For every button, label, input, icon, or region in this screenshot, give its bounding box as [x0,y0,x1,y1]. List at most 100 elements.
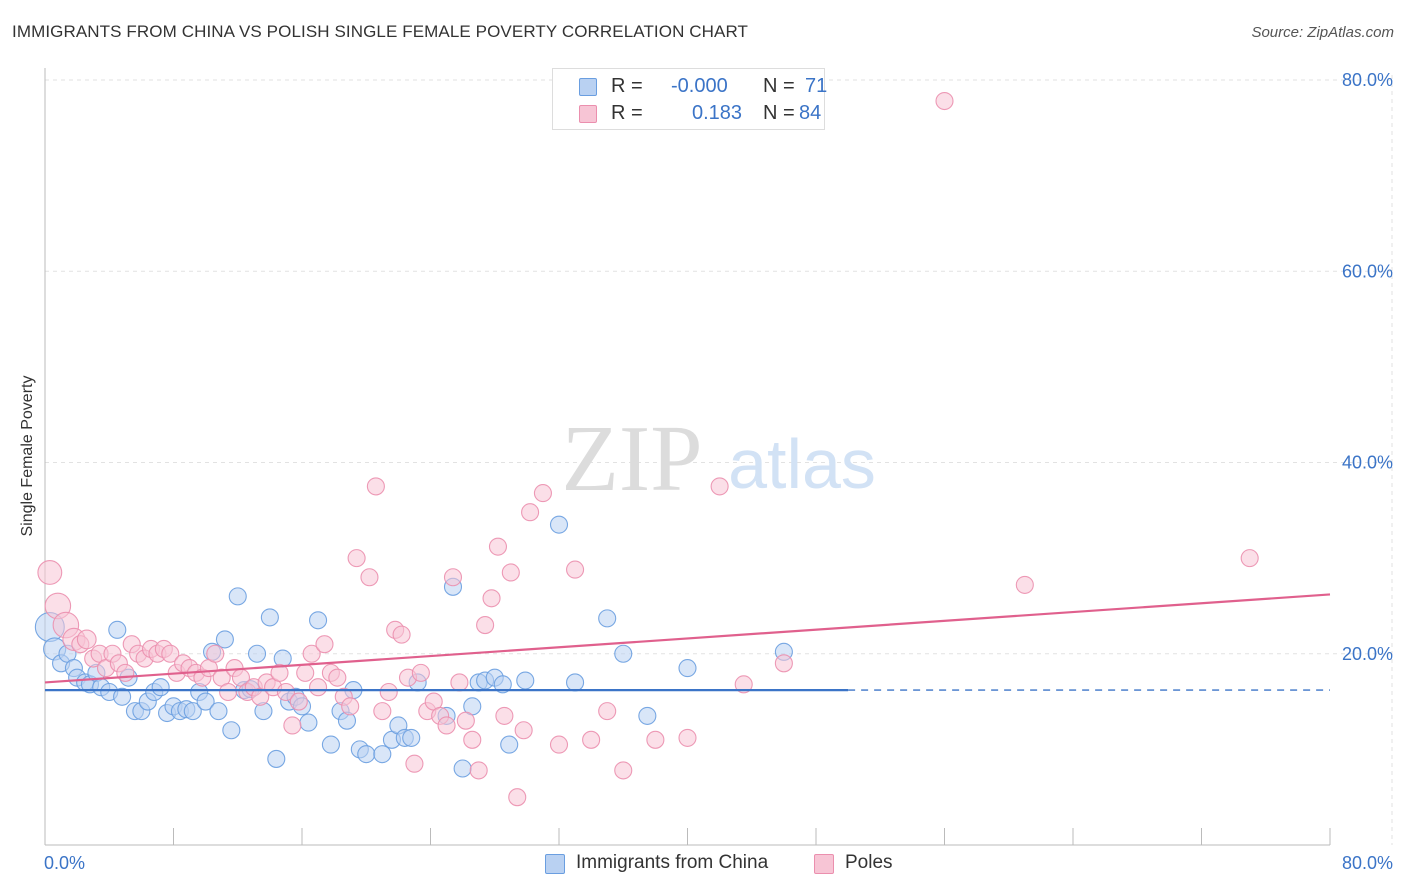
poles-point [566,560,585,579]
poles-point [373,702,392,721]
poles-point [76,629,97,650]
chart-title: IMMIGRANTS FROM CHINA VS POLISH SINGLE F… [12,22,749,41]
poles-point [37,560,63,585]
china-point [516,671,535,690]
poles-point [495,706,514,725]
poles-point [1015,575,1034,594]
poles-point [935,91,954,111]
trend-lines [44,593,1331,692]
poles-point [678,728,697,747]
china-point [357,745,376,764]
stats-legend: R = -0.000 N = 71 R = 0.183 N = 84 [552,68,828,130]
y-axis-label: Single Female Poverty [19,375,36,537]
poles-point [360,568,379,587]
r-label: R = [611,75,643,97]
n-value-poles: 84 [799,102,822,124]
axes [44,68,1331,846]
r-value-china: -0.000 [671,75,728,97]
poles-point [646,730,665,749]
poles-point [469,761,488,780]
poles-point [463,730,482,749]
china-point [151,678,170,697]
n-label: N = [763,75,795,97]
legend-label-china: Immigrants from China [576,852,769,873]
x-tick-label-left: 0.0% [44,853,85,873]
china-point [373,745,392,764]
poles-point [379,682,398,702]
y-tick-label: 60.0% [1342,261,1393,281]
poles-trend-line [44,593,1331,684]
china-point [309,611,328,630]
china-point [566,673,585,692]
poles-point [482,589,501,608]
china-swatch [579,78,597,96]
legend-swatch-poles [814,854,834,874]
china-point [215,630,234,649]
poles-point [206,644,225,663]
poles-point [405,754,424,773]
poles-point [501,563,520,582]
china-point [500,735,519,754]
poles-point [276,682,295,702]
poles-point [774,654,793,673]
poles-point [614,761,633,780]
y-tick-label: 40.0% [1342,453,1393,473]
poles-point [521,503,540,522]
china-point [614,644,633,663]
poles-point [341,697,360,716]
china-point [598,609,617,628]
china-point [638,706,657,725]
poles-point [411,663,430,682]
poles-point [296,663,315,682]
china-point [267,749,286,768]
poles-point [437,716,456,735]
poles-point [456,711,475,730]
china-point [493,675,512,694]
tick-labels: 80.0% 60.0% 40.0% 20.0% 0.0% 80.0% [44,70,1393,873]
poles-point [533,484,552,503]
china-point [678,659,697,678]
poles-point [488,537,508,556]
poles-point [476,616,495,635]
poles-point [315,635,334,654]
poles-point [366,477,385,496]
legend-swatch-china [545,854,565,874]
china-point [299,713,318,732]
poles-point [270,663,289,682]
n-value-china: 71 [805,75,828,97]
poles-point [598,702,617,721]
china-point [183,702,202,721]
y-tick-label: 20.0% [1342,644,1393,664]
china-point [402,728,421,747]
poles-point [508,788,527,807]
scatter-points [34,91,1259,807]
x-tick-label-right: 80.0% [1342,853,1393,873]
poles-point [1240,549,1259,568]
china-point [196,692,215,711]
watermark-atlas: atlas [728,425,876,503]
legend-label-poles: Poles [845,852,893,873]
watermark-zip: ZIP [562,407,703,511]
china-point [321,735,340,754]
poles-point [514,721,533,740]
poles-point [116,663,135,682]
china-point [113,687,132,706]
poles-point [582,730,601,749]
gridlines [45,75,1393,845]
poles-point [219,682,238,702]
poles-point [443,568,463,587]
n-label: N = [763,102,795,124]
y-tick-label: 80.0% [1342,70,1393,90]
poles-point [309,678,328,697]
poles-point [161,644,180,663]
poles-point [392,625,411,644]
poles-point [450,673,469,692]
poles-point [549,735,569,754]
poles-point [289,692,308,711]
china-point [247,644,267,663]
poles-point [283,716,302,735]
poles-point [710,477,729,496]
r-label: R = [611,102,643,124]
china-point [260,608,279,627]
